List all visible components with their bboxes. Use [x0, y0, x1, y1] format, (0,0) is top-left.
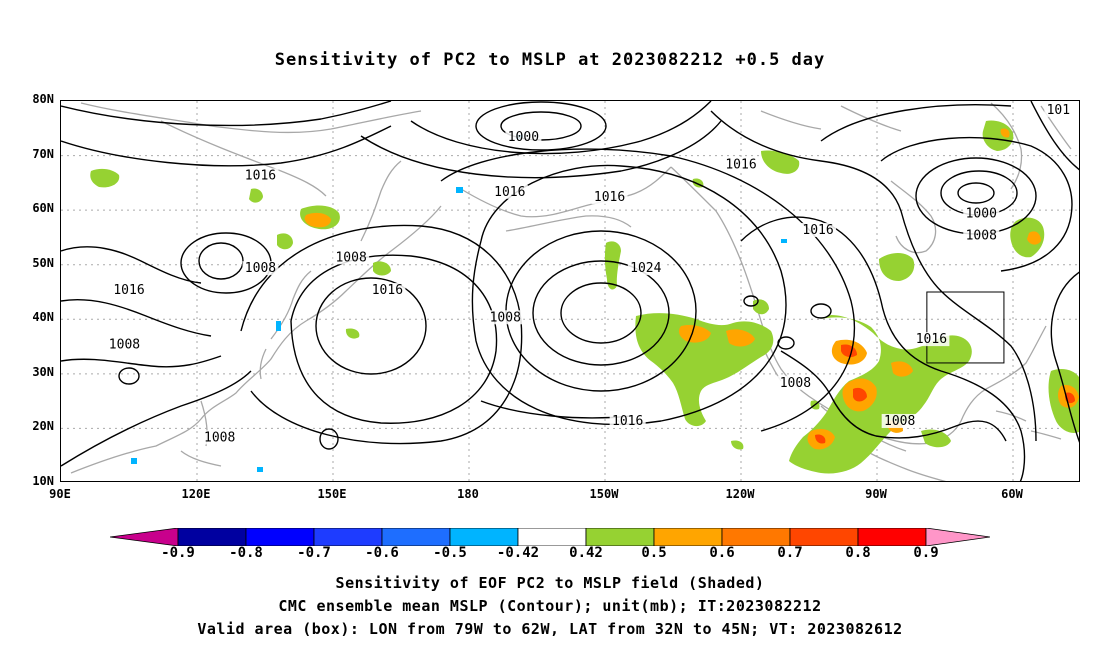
valid-area-box: [926, 291, 1005, 364]
contour-label: 1016: [612, 414, 643, 429]
colorbar-label: -0.7: [297, 545, 331, 561]
x-tick-label: 150W: [589, 487, 619, 501]
contour-label-bg: [333, 250, 370, 265]
mslp-contours: [61, 101, 1079, 481]
contour-label-bg: [963, 228, 1000, 243]
caption-line-2: CMC ensemble mean MSLP (Contour); unit(m…: [278, 597, 822, 615]
contour-label: 1008: [490, 310, 521, 325]
contour-label-bg: [106, 337, 143, 352]
contour-label-bg: [505, 130, 542, 145]
chart-title: Sensitivity of PC2 to MSLP at 2023082212…: [274, 50, 826, 70]
contour-label-bg: [963, 206, 1000, 221]
contour-label: 1016: [725, 157, 756, 172]
colorbar-segment: [517, 528, 587, 546]
contour-label-bg: [723, 157, 759, 172]
x-tick-label: 90W: [865, 487, 887, 501]
colorbar-segment: [721, 528, 791, 546]
contour-label-bg: [913, 332, 950, 347]
contour-label-bg: [627, 261, 664, 276]
colorbar-label: 0.6: [709, 545, 735, 561]
x-tick-label: 150E: [317, 487, 347, 501]
y-tick-label: 40N: [32, 310, 54, 325]
contour-label: 1008: [966, 228, 997, 243]
map-panel: 1000 1016 1016 1016 1016 1016 1000 1008 1008 1008…: [60, 100, 1080, 482]
contour-label: 1000: [966, 207, 997, 222]
x-tick-label: 120W: [725, 487, 755, 501]
contour-label: 1000: [508, 130, 539, 145]
colorbar-segment: [789, 528, 859, 546]
contour-label-bg: [1044, 102, 1073, 117]
colorbar-label: -0.42: [496, 545, 540, 561]
contour-label-bg: [609, 413, 646, 428]
caption-line-1: Sensitivity of EOF PC2 to MSLP field (Sh…: [335, 574, 765, 592]
colorbar: [110, 528, 990, 546]
colorbar-label: -0.8: [229, 545, 263, 561]
colorbar-segment: [857, 528, 927, 546]
contour-label-bg: [591, 190, 628, 205]
colorbar-label: -0.6: [365, 545, 399, 561]
contour-label: 1008: [884, 414, 915, 429]
contour-label-bg: [369, 283, 406, 297]
contour-label: 1016: [245, 168, 276, 183]
colorbar-segment: [381, 528, 451, 546]
colorbar-label: 0.9: [913, 545, 939, 561]
contour-label: 1008: [245, 261, 276, 276]
colorbar-label: 0.8: [845, 545, 871, 561]
contour-label: 1008: [780, 376, 811, 391]
contour-label: 1008: [335, 250, 366, 265]
contour-label: 1008: [109, 338, 140, 353]
y-tick-label: 70N: [32, 146, 54, 161]
colorbar-segment: [449, 528, 519, 546]
contour-label-bg: [242, 261, 279, 276]
colorbar-low-end: [110, 528, 179, 546]
contour-label-bg: [491, 184, 528, 199]
contour-label: 1016: [494, 185, 525, 200]
map-canvas: 1000 1016 1016 1016 1016 1016 1000 1008 1008 1008…: [61, 101, 1079, 481]
colorbar-label: -0.9: [161, 545, 195, 561]
contour-label-bg: [111, 283, 147, 297]
colorbar-segment: [585, 528, 655, 546]
contour-label-bg: [777, 375, 814, 390]
y-tick-label: 20N: [32, 419, 54, 434]
x-tick-label: 90E: [49, 487, 71, 501]
colorbar-segment: [245, 528, 315, 546]
contour-label-bg: [242, 168, 279, 183]
y-tick-label: 80N: [32, 92, 54, 106]
colorbar-label: -0.5: [433, 545, 467, 561]
colorbar-segment: [653, 528, 723, 546]
contour-label: 1016: [113, 283, 144, 298]
colorbar-segment: [177, 528, 247, 546]
x-tick-label: 60W: [1001, 487, 1023, 501]
colorbar-segment: [313, 528, 383, 546]
colorbar-label: 0.5: [641, 545, 667, 561]
y-tick-label: 10N: [32, 474, 54, 488]
contour-label-bg: [800, 222, 837, 237]
y-tick-label: 30N: [32, 364, 54, 379]
contour-label: 1024: [630, 261, 661, 276]
contour-label: 1016: [372, 283, 403, 298]
x-tick-label: 120E: [181, 487, 211, 501]
y-tick-label: 50N: [32, 255, 54, 270]
contour-label-bg: [487, 310, 524, 325]
contour-labels: 1000 1016 1016 1016 1016 1016 1000 1008 1008 1008…: [106, 102, 1073, 445]
contour-label: 1016: [802, 223, 833, 238]
contour-label: 1016: [916, 332, 947, 347]
sensitivity-shading: [90, 120, 1079, 474]
x-tick-label: 180: [457, 487, 479, 501]
contour-label: 101: [1047, 103, 1070, 118]
contour-label: 1016: [594, 190, 625, 205]
caption-line-3: Valid area (box): LON from 79W to 62W, L…: [197, 620, 903, 638]
y-tick-label: 60N: [32, 201, 54, 216]
colorbar-label: 0.42: [569, 545, 603, 561]
contour-label-bg: [201, 430, 238, 445]
contour-label-bg: [881, 413, 918, 428]
colorbar-high-end: [925, 528, 990, 546]
colorbar-label: 0.7: [777, 545, 803, 561]
contour-label: 1008: [204, 430, 235, 445]
